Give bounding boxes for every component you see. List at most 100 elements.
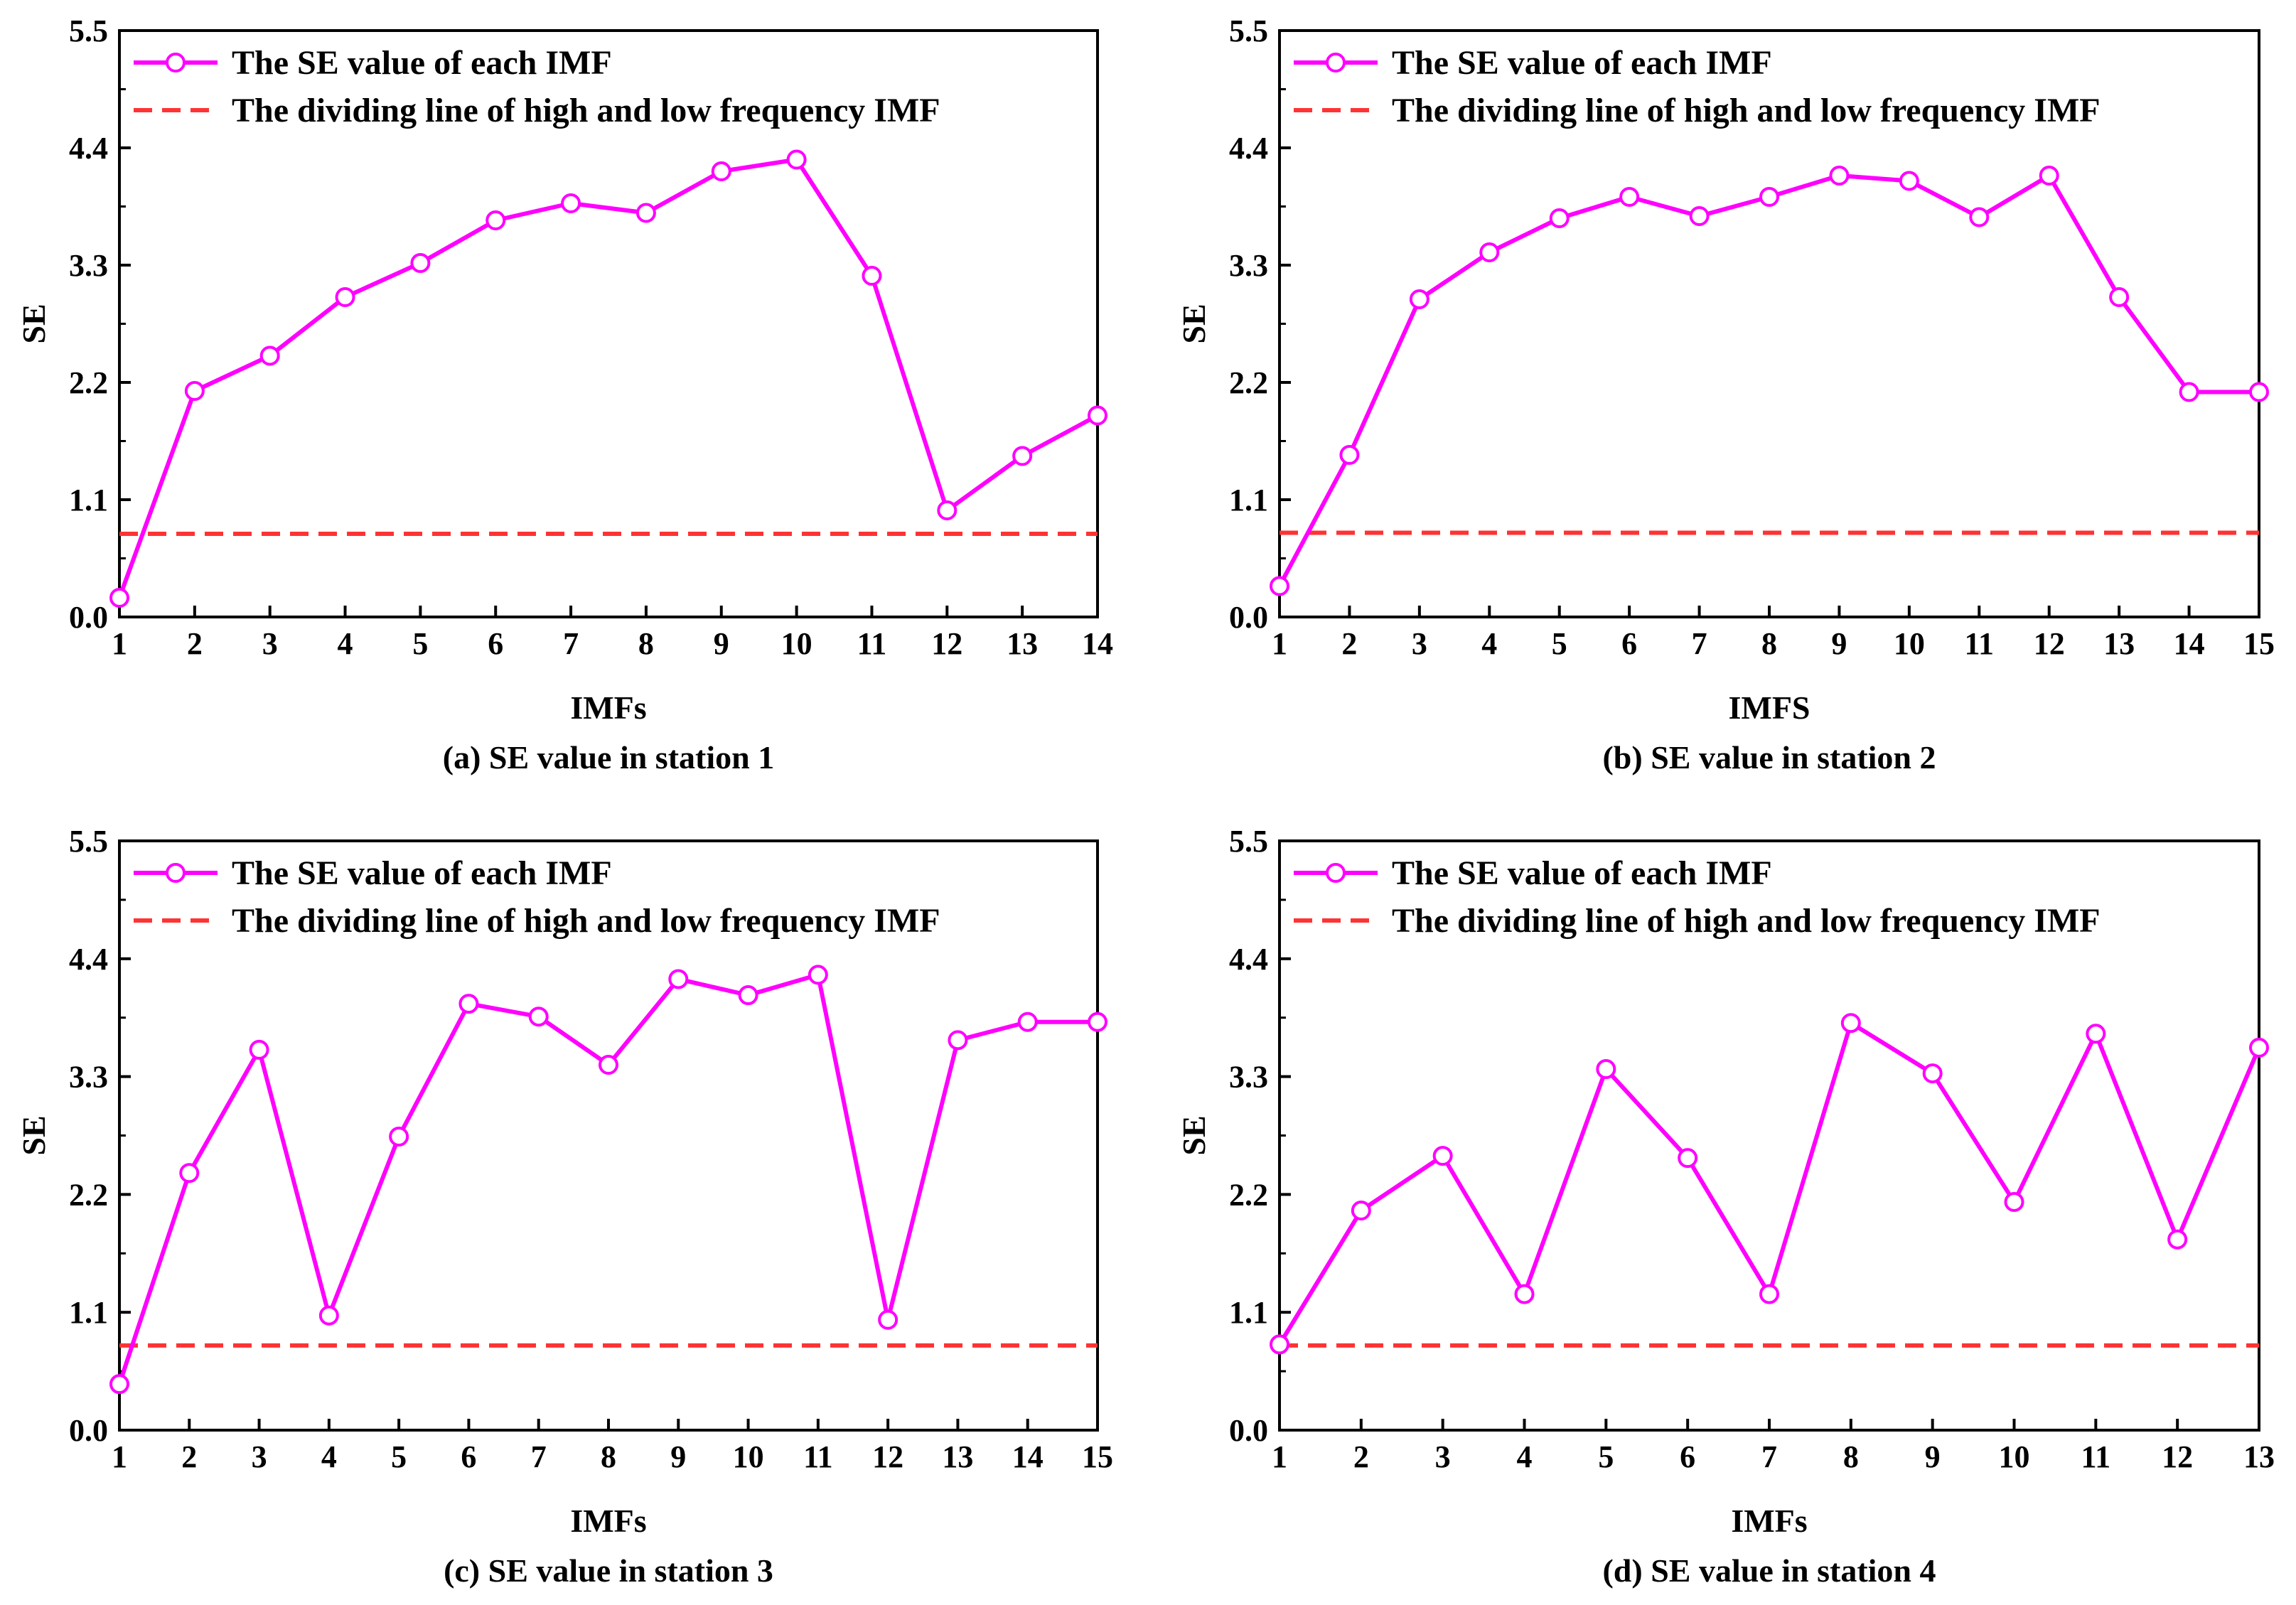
- x-axis-title: IMFS: [1729, 689, 1810, 726]
- x-tick-label: 10: [781, 626, 812, 661]
- y-tick-label: 2.2: [1229, 365, 1268, 400]
- y-tick-label: 4.4: [69, 942, 108, 977]
- y-tick-label: 3.3: [1229, 248, 1268, 283]
- data-point: [599, 1055, 618, 1075]
- x-tick-label: 4: [1517, 1439, 1533, 1474]
- chart-panel-4: 0.01.12.23.34.45.51 2 3 4 5 6 7 8 9 10 11 12 13SEIMF…: [1176, 824, 2275, 1589]
- x-tick-label: 11: [2081, 1439, 2111, 1474]
- data-point: [2249, 382, 2269, 402]
- x-tick-label: 12: [2162, 1439, 2193, 1474]
- x-tick-label: 4: [1481, 626, 1497, 661]
- legend-series-marker: [166, 53, 186, 73]
- y-tick-label: 5.5: [69, 824, 108, 859]
- x-tick-label: 14: [1082, 626, 1113, 661]
- y-tick-label: 4.4: [1229, 131, 1268, 166]
- data-point: [862, 266, 882, 286]
- data-point: [635, 203, 656, 223]
- data-point: [2004, 1191, 2024, 1212]
- chart-caption: (a) SE value in station 1: [443, 739, 774, 775]
- x-tick-label: 10: [1999, 1439, 2030, 1474]
- series-line: [117, 157, 1099, 599]
- x-tick-label: 6: [1680, 1439, 1695, 1474]
- data-point: [808, 965, 828, 985]
- x-tick-label: 5: [1552, 626, 1567, 661]
- data-point: [561, 193, 581, 213]
- y-tick-label: 4.4: [69, 131, 108, 166]
- x-tick-label: 10: [1894, 626, 1925, 661]
- data-point: [109, 1374, 129, 1395]
- x-tick-label: 2: [181, 1439, 197, 1474]
- data-point: [1339, 445, 1360, 465]
- x-axis-title: IMFs: [570, 689, 646, 726]
- data-point: [2109, 287, 2130, 307]
- x-tick-label: 13: [1007, 626, 1038, 661]
- x-tick-label: 10: [733, 1439, 764, 1474]
- data-point: [259, 345, 280, 366]
- y-tick-label: 0.0: [1229, 600, 1268, 635]
- x-tick-label: 14: [1012, 1439, 1044, 1474]
- data-point: [2039, 166, 2059, 186]
- data-point: [1351, 1201, 1371, 1221]
- data-point: [1678, 1148, 1698, 1169]
- x-tick-label: 11: [1964, 626, 1994, 661]
- data-point: [179, 1163, 200, 1183]
- x-tick-label: 7: [531, 1439, 547, 1474]
- x-tick-label: 13: [2103, 626, 2135, 661]
- chart-caption: (c) SE value in station 3: [444, 1552, 773, 1589]
- legend-series-label: The SE value of each IMF: [232, 854, 612, 892]
- x-axis-title: IMFs: [570, 1503, 646, 1539]
- legend-threshold-label: The dividing line of high and low freque…: [232, 902, 940, 940]
- x-tick-label: 1: [112, 626, 127, 661]
- x-tick-label: 15: [1082, 1439, 1113, 1474]
- data-point: [1596, 1059, 1616, 1080]
- x-tick-label: 2: [187, 626, 203, 661]
- x-tick-label: 14: [2174, 626, 2205, 661]
- data-point: [2086, 1024, 2106, 1044]
- y-tick-label: 3.3: [1229, 1060, 1268, 1095]
- y-axis-title: SE: [16, 1115, 52, 1155]
- legend-series-marker: [1326, 53, 1346, 73]
- y-tick-label: 1.1: [69, 1295, 108, 1330]
- y-tick-label: 2.2: [69, 1177, 108, 1212]
- x-tick-label: 11: [803, 1439, 833, 1474]
- data-point: [1270, 1334, 1289, 1355]
- x-tick-label: 9: [670, 1439, 686, 1474]
- y-tick-label: 5.5: [1229, 14, 1268, 48]
- chart-panel-3: 0.01.12.23.34.45.51 2 3 4 5 6 7 8 9 10 11 12 13 14 15S…: [16, 824, 1113, 1589]
- data-point: [1270, 576, 1289, 596]
- data-point: [1899, 171, 1919, 191]
- data-point: [1088, 1011, 1107, 1032]
- x-tick-label: 1: [1272, 1439, 1287, 1474]
- x-tick-label: 13: [942, 1439, 973, 1474]
- data-point: [389, 1127, 409, 1147]
- y-tick-label: 1.1: [1229, 483, 1268, 517]
- x-tick-label: 15: [2243, 626, 2275, 661]
- data-point: [1549, 208, 1570, 228]
- data-point: [486, 210, 506, 230]
- legend-series-marker: [1326, 863, 1346, 883]
- y-axis-title: SE: [1176, 1115, 1212, 1155]
- data-point: [1969, 207, 1990, 227]
- x-tick-label: 9: [714, 626, 729, 661]
- x-tick-label: 7: [563, 626, 579, 661]
- data-point: [1012, 446, 1033, 466]
- legend-series-label: The SE value of each IMF: [232, 44, 612, 82]
- y-axis-title: SE: [1176, 304, 1212, 343]
- x-tick-label: 2: [1353, 1439, 1369, 1474]
- data-point: [528, 1007, 549, 1027]
- y-tick-label: 0.0: [69, 1413, 108, 1448]
- data-point: [1922, 1063, 1943, 1084]
- y-axis-title: SE: [16, 304, 52, 343]
- data-point: [109, 588, 129, 608]
- x-tick-label: 13: [2243, 1439, 2275, 1474]
- data-point: [1409, 289, 1429, 309]
- data-point: [1689, 206, 1710, 226]
- legend-series-label: The SE value of each IMF: [1392, 44, 1772, 82]
- x-tick-label: 1: [112, 1439, 127, 1474]
- data-point: [1829, 166, 1850, 186]
- data-point: [937, 500, 957, 520]
- data-point: [1619, 187, 1640, 207]
- data-point: [878, 1309, 898, 1330]
- data-point: [335, 287, 355, 307]
- data-point: [1759, 1284, 1779, 1304]
